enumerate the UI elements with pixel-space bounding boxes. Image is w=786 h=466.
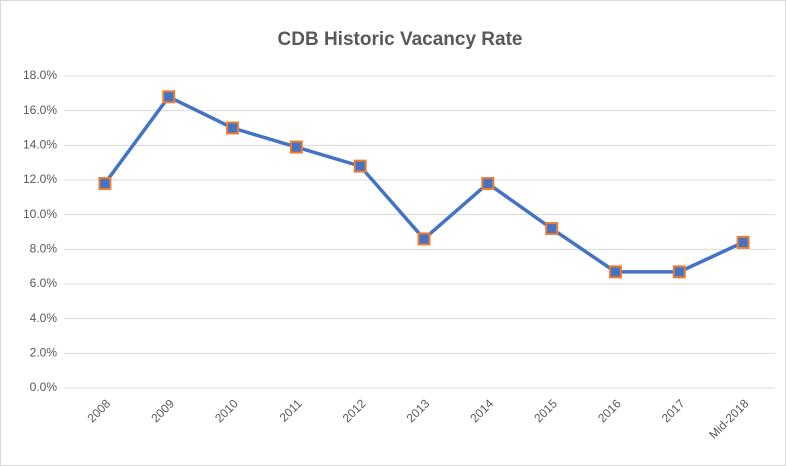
marker [353, 159, 367, 173]
marker [672, 265, 686, 279]
marker [481, 176, 495, 190]
marker [545, 222, 559, 236]
chart-title: CDB Historic Vacancy Rate [278, 29, 523, 50]
y-tick-label: 4.0% [30, 311, 58, 325]
y-tick-label: 6.0% [30, 276, 58, 290]
y-tick-label: 16.0% [23, 103, 57, 117]
marker [608, 265, 622, 279]
y-tick-label: 14.0% [23, 138, 57, 152]
marker [98, 176, 112, 190]
marker [162, 90, 176, 104]
y-tick-label: 0.0% [30, 380, 58, 394]
y-tick-label: 18.0% [23, 68, 57, 82]
y-tick-label: 8.0% [30, 242, 58, 256]
y-tick-label: 12.0% [23, 172, 57, 186]
marker [417, 232, 431, 246]
marker [289, 140, 303, 154]
marker [226, 121, 240, 135]
y-tick-label: 2.0% [30, 346, 58, 360]
y-tick-label: 10.0% [23, 207, 57, 221]
marker [736, 235, 750, 249]
